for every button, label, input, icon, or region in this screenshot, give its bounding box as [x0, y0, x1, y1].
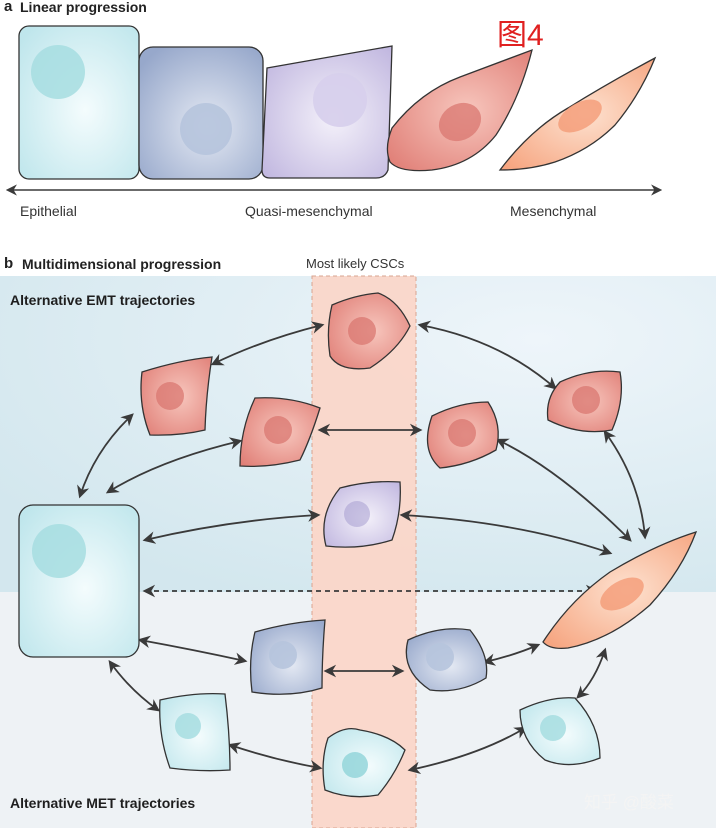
met-trajectories-title: Alternative MET trajectories — [10, 795, 196, 811]
panel-b-letter: b — [4, 255, 14, 272]
met-cell-right — [519, 697, 601, 766]
panel-a-cells — [18, 25, 657, 180]
csc-red-cell-top — [327, 292, 411, 370]
panel-b-cells — [18, 292, 698, 798]
watermark: 知乎 @酸菜 — [584, 793, 674, 812]
figure-tag: 图4 — [497, 19, 544, 52]
csc-lilac-cell — [323, 480, 401, 548]
blue-cell-left — [249, 619, 326, 695]
axis-label-mesenchymal: Mesenchymal — [510, 203, 597, 219]
panel-a-lilac-cell — [261, 45, 393, 179]
red-cell-right-top — [546, 370, 623, 433]
axis-label-epithelial: Epithelial — [20, 203, 77, 219]
red-cell-left-upper — [140, 356, 213, 436]
panel-b-title: Multidimensional progression — [22, 256, 222, 272]
csc-label: Most likely CSCs — [306, 256, 405, 271]
csc-cyan-cell-bottom — [322, 727, 406, 798]
axis-label-quasi-mesenchymal: Quasi-mesenchymal — [245, 203, 373, 219]
panel-a-title: Linear progression — [20, 0, 147, 15]
met-cell-left — [159, 692, 231, 772]
panel-a-orange-cell — [498, 56, 657, 171]
emt-trajectories-title: Alternative EMT trajectories — [10, 292, 196, 308]
panel-a-epithelial-cell — [18, 25, 140, 180]
panel-a-letter: a — [4, 0, 13, 15]
red-cell-left-lower — [239, 397, 321, 468]
trajectory-arrows — [77, 320, 651, 775]
panel-a-blue-cell — [138, 46, 264, 180]
panel-a-red-cell — [386, 48, 533, 172]
red-cell-right-middle — [426, 401, 499, 469]
epithelial-cell — [18, 504, 140, 658]
blue-cell-right — [405, 628, 488, 692]
mesenchymal-cell — [542, 530, 698, 650]
